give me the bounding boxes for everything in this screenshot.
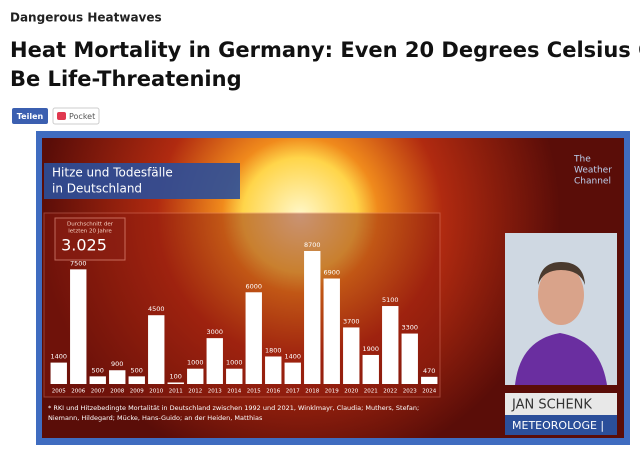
value-label: 1900 [362, 345, 379, 353]
logo: The Weather Channel [573, 155, 612, 187]
presenter-name: JAN SCHENK [511, 398, 592, 413]
value-label: 1800 [265, 346, 282, 354]
bar [304, 251, 321, 384]
title-line: Heat Mortality in Germany: Even 20 Degre… [10, 38, 640, 62]
bar [382, 306, 399, 384]
x-tick-label: 2024 [422, 389, 436, 395]
bar [245, 292, 262, 384]
pocket-button[interactable] [52, 107, 100, 125]
x-tick-label: 2013 [208, 389, 222, 395]
x-tick-label: 2019 [325, 389, 339, 395]
chart-title-line: Hitze und Todesfälle [52, 166, 173, 180]
x-tick-label: 2014 [227, 389, 241, 395]
presenter-face [538, 265, 584, 325]
bar [89, 376, 106, 384]
value-label: 7500 [70, 259, 87, 267]
value-label: 6000 [245, 282, 262, 290]
x-tick-label: 2009 [130, 389, 144, 395]
logo-line: Weather [574, 166, 612, 176]
value-label: 3000 [206, 328, 223, 336]
bar [421, 376, 438, 384]
x-tick-label: 2015 [247, 389, 261, 395]
value-label: 4500 [148, 305, 165, 313]
presenter-hair [538, 262, 585, 285]
value-label: 500 [92, 366, 104, 374]
value-label: 100 [170, 372, 182, 380]
bar [401, 333, 418, 384]
x-tick-label: 2005 [52, 389, 66, 395]
pocket-label: Pocket [69, 112, 95, 121]
average-label: letzten 20 Jahre [68, 229, 112, 235]
bar [167, 382, 184, 384]
value-label: 3700 [343, 317, 360, 325]
x-tick-label: 2011 [169, 389, 183, 395]
value-label: 1400 [284, 353, 301, 361]
value-label: 470 [423, 367, 435, 375]
x-tick-label: 2017 [286, 389, 300, 395]
kicker: Dangerous Heatwaves [10, 11, 162, 25]
bar [128, 376, 145, 384]
share-label: Teilen [17, 112, 44, 121]
footnote-line: Niemann, Hildegard; Mücke, Hans-Guido; a… [48, 414, 263, 422]
name-box [505, 393, 617, 415]
presenter-role: METEOROLOGE | [512, 419, 604, 432]
average-value: 3.025 [61, 236, 107, 255]
logo-line: The [573, 155, 591, 165]
bar [109, 370, 126, 384]
bar [284, 362, 301, 384]
bar [50, 362, 67, 384]
value-label: 5100 [382, 296, 399, 304]
x-tick-label: 2023 [403, 389, 417, 395]
x-tick-label: 2010 [149, 389, 163, 395]
average-label: Durchschnitt der [67, 222, 114, 228]
pocket-icon [57, 112, 66, 120]
value-label: 1000 [226, 359, 243, 367]
value-label: 900 [111, 360, 123, 368]
bar [206, 338, 223, 384]
logo-line: Channel [574, 177, 611, 187]
average-box [54, 217, 126, 261]
value-label: 1400 [50, 353, 67, 361]
bar [226, 368, 243, 384]
title-line: Be Life-Threatening [10, 67, 242, 91]
x-tick-label: 2006 [71, 389, 85, 395]
bar [265, 356, 282, 384]
bar [148, 315, 165, 384]
value-label: 6900 [323, 269, 340, 277]
value-label: 8700 [304, 241, 321, 249]
bar [70, 269, 87, 384]
value-label: 1000 [187, 359, 204, 367]
chart-title-box [44, 163, 240, 199]
presenter-shirt [515, 333, 607, 385]
value-label: 500 [131, 366, 143, 374]
chart-title-line: in Deutschland [52, 182, 142, 196]
share-button[interactable] [12, 108, 48, 124]
x-tick-label: 2012 [188, 389, 202, 395]
x-tick-label: 2008 [110, 389, 124, 395]
x-tick-label: 2007 [91, 389, 105, 395]
x-tick-label: 2021 [364, 389, 378, 395]
bar [362, 354, 379, 384]
x-tick-label: 2016 [266, 389, 280, 395]
bar [323, 278, 340, 384]
x-tick-label: 2022 [383, 389, 397, 395]
x-tick-label: 2018 [305, 389, 319, 395]
footnote-line: * RKI und Hitzebedingte Mortalität in De… [48, 404, 419, 412]
x-tick-label: 2020 [344, 389, 358, 395]
value-label: 3300 [401, 324, 418, 332]
bar [343, 327, 360, 384]
bar [187, 368, 204, 384]
role-box [505, 415, 617, 435]
